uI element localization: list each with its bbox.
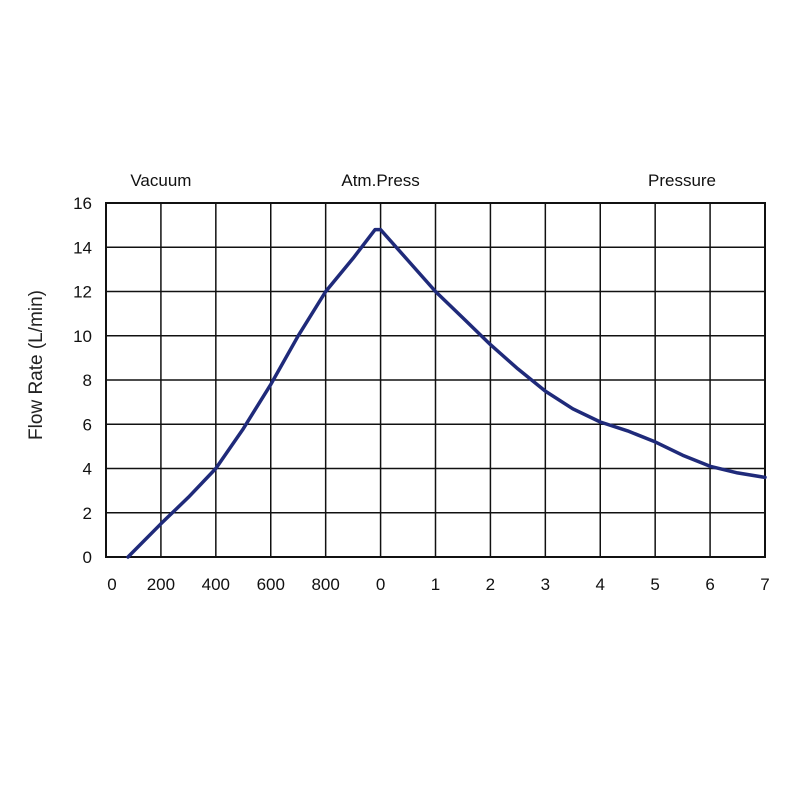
x-tick-label: 4 xyxy=(596,575,605,594)
x-tick-label: 5 xyxy=(650,575,659,594)
y-tick-label: 6 xyxy=(83,415,92,434)
flow-rate-curve xyxy=(126,227,767,559)
x-tick-label: 3 xyxy=(541,575,550,594)
y-tick-label: 4 xyxy=(83,460,92,479)
y-tick-labels: 0 2 4 6 8 10 12 14 16 xyxy=(73,194,92,567)
y-tick-label: 8 xyxy=(83,371,92,390)
x-tick-label: 0 xyxy=(376,575,385,594)
y-tick-label: 2 xyxy=(83,504,92,523)
x-tick-label: 2 xyxy=(486,575,495,594)
x-tick-label: 600 xyxy=(257,575,285,594)
y-tick-label: 14 xyxy=(73,238,92,257)
y-tick-label: 0 xyxy=(83,548,92,567)
region-label: Pressure xyxy=(648,171,716,190)
x-tick-label: 7 xyxy=(760,575,769,594)
x-tick-label: 6 xyxy=(705,575,714,594)
region-labels: Vacuum Atm.Press Pressure xyxy=(130,171,716,190)
region-label: Vacuum xyxy=(130,171,191,190)
x-tick-label: 200 xyxy=(147,575,175,594)
x-tick-label: 0 xyxy=(107,575,116,594)
y-tick-label: 10 xyxy=(73,327,92,346)
region-label: Atm.Press xyxy=(341,171,419,190)
x-tick-label: 800 xyxy=(311,575,339,594)
grid xyxy=(106,203,765,557)
x-tick-label: 400 xyxy=(202,575,230,594)
y-tick-label: 16 xyxy=(73,194,92,213)
x-tick-label: 1 xyxy=(431,575,440,594)
plot-frame xyxy=(105,202,766,558)
y-tick-label: 12 xyxy=(73,283,92,302)
series-group xyxy=(126,227,767,559)
y-axis-title: Flow Rate (L/min) xyxy=(26,290,47,440)
x-tick-labels: 0 200 400 600 800 0 1 2 3 4 5 6 7 xyxy=(107,575,769,594)
